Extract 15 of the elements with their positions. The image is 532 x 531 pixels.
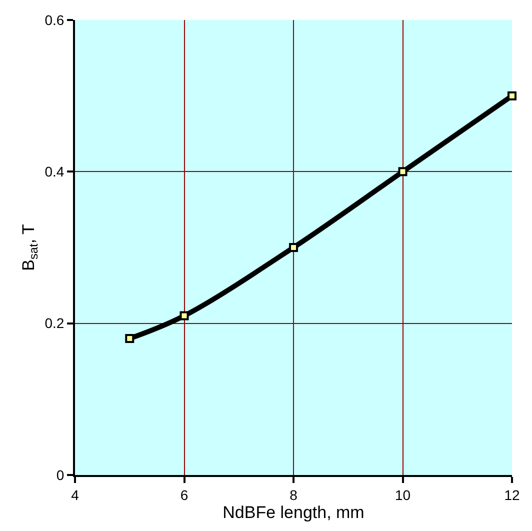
point [398, 167, 408, 176]
x-tick-label: 10 [394, 486, 411, 503]
point [508, 91, 516, 100]
x-axis-title: NdBFe length, mm [222, 502, 364, 522]
y-tick-label: 0.4 [44, 164, 64, 180]
x-tick-label: 6 [180, 486, 188, 503]
x-tick-label: 8 [290, 486, 298, 503]
y-tick-label: 0 [56, 466, 64, 483]
point [180, 311, 189, 320]
y-tick-label: 0.6 [44, 12, 64, 28]
x-tick-label: 12 [504, 486, 520, 503]
point [125, 334, 134, 343]
point [289, 243, 298, 252]
y-tick-label: 0.2 [44, 315, 64, 332]
x-tick-label: 4 [71, 486, 80, 503]
